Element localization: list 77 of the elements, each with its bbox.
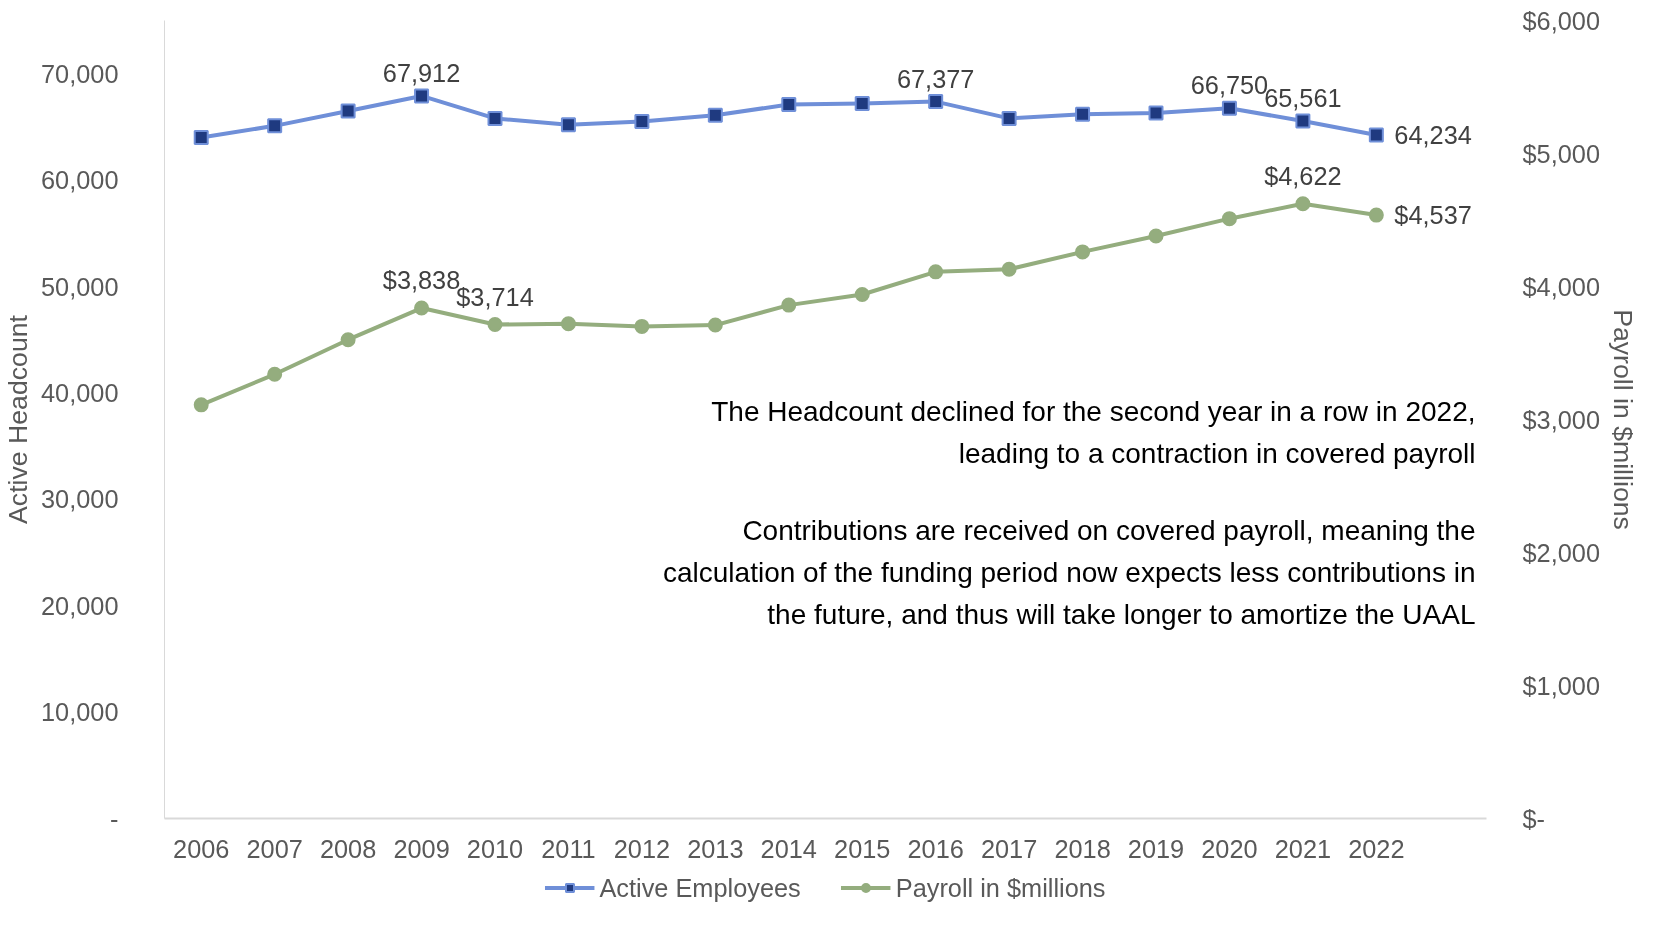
point — [1001, 261, 1017, 277]
x-tick-label: 2017 — [980, 834, 1038, 863]
x-tick-label: 2022 — [1348, 834, 1405, 863]
y-axis-title: Active Headcount — [3, 314, 34, 524]
point — [1368, 127, 1384, 143]
point — [1001, 110, 1017, 126]
x-tick-label: 2015 — [834, 834, 891, 863]
point — [1295, 113, 1311, 129]
point — [781, 297, 797, 313]
y-tick-label: 50,000 — [41, 272, 119, 301]
y2-tick-label: $5,000 — [1522, 139, 1600, 168]
y2-tick-label: $2,000 — [1522, 538, 1600, 567]
point — [414, 88, 430, 104]
x-tick-label: 2008 — [319, 834, 377, 863]
y-tick-label: 60,000 — [41, 166, 119, 195]
point — [487, 110, 503, 126]
y-tick-label: - — [110, 804, 119, 833]
point — [414, 300, 430, 316]
y2-tick-label: $1,000 — [1522, 671, 1600, 700]
x-tick-label: 2014 — [760, 834, 817, 863]
y2-axis-title: Payroll in $millions — [1607, 309, 1638, 530]
point — [854, 95, 870, 111]
x-tick-label: 2018 — [1054, 834, 1111, 863]
point — [634, 318, 650, 334]
x-tick-label: 2006 — [173, 834, 230, 863]
point — [707, 317, 723, 333]
point — [1295, 196, 1311, 212]
x-tick-label: 2007 — [246, 834, 303, 863]
point — [1221, 211, 1237, 227]
x-tick-label: 2009 — [393, 834, 450, 863]
point — [1148, 105, 1164, 121]
point — [1221, 100, 1237, 116]
y-tick-label: 70,000 — [41, 59, 119, 88]
legend-label: Active Employees — [599, 873, 801, 902]
point — [267, 118, 283, 134]
point — [707, 107, 723, 123]
point — [781, 97, 797, 113]
point — [854, 286, 870, 302]
point — [340, 103, 356, 119]
y2-tick-label: $- — [1522, 804, 1546, 833]
point — [193, 397, 209, 413]
y2-tick-label: $3,000 — [1522, 405, 1600, 434]
data-label: 64,234 — [1394, 121, 1472, 150]
point — [1075, 106, 1091, 122]
point — [1368, 207, 1384, 223]
point — [193, 130, 209, 146]
point — [267, 366, 283, 382]
x-tick-label: 2013 — [687, 834, 744, 863]
point — [1075, 244, 1091, 260]
point — [634, 114, 650, 130]
y-tick-label: 20,000 — [41, 591, 119, 620]
x-tick-label: 2021 — [1274, 834, 1332, 863]
y-tick-label: 40,000 — [41, 378, 119, 407]
x-tick-label: 2011 — [541, 834, 596, 863]
x-tick-label: 2016 — [907, 834, 964, 863]
point — [928, 94, 944, 110]
legend-label: Payroll in $millions — [895, 873, 1106, 902]
data-label: $4,622 — [1264, 161, 1342, 190]
x-tick-label: 2010 — [466, 834, 524, 863]
y-tick-label: 10,000 — [41, 698, 119, 727]
data-label: 67,377 — [896, 64, 975, 93]
y2-tick-label: $6,000 — [1522, 6, 1600, 35]
x-tick-label: 2020 — [1201, 834, 1258, 863]
y2-tick-label: $4,000 — [1522, 272, 1600, 301]
x-tick-label: 2012 — [613, 834, 671, 863]
data-label: 67,912 — [382, 58, 461, 87]
point — [560, 117, 576, 133]
data-label: $4,537 — [1394, 201, 1472, 230]
annotation: Contributions are received on covered payroll, meaning the calculation of the funding period now expects less contributions in the future, and thus will take longer to amortize the UAAL — [662, 515, 1476, 631]
point — [1148, 228, 1164, 244]
point — [340, 332, 356, 348]
point — [928, 264, 944, 280]
annotation: The Headcount declined for the second year in a row in 2022, leading to a contraction in covered payroll — [711, 395, 1476, 469]
y-tick-label: 30,000 — [41, 485, 119, 514]
x-tick-label: 2019 — [1127, 834, 1185, 863]
point — [560, 316, 576, 332]
point — [487, 317, 503, 333]
